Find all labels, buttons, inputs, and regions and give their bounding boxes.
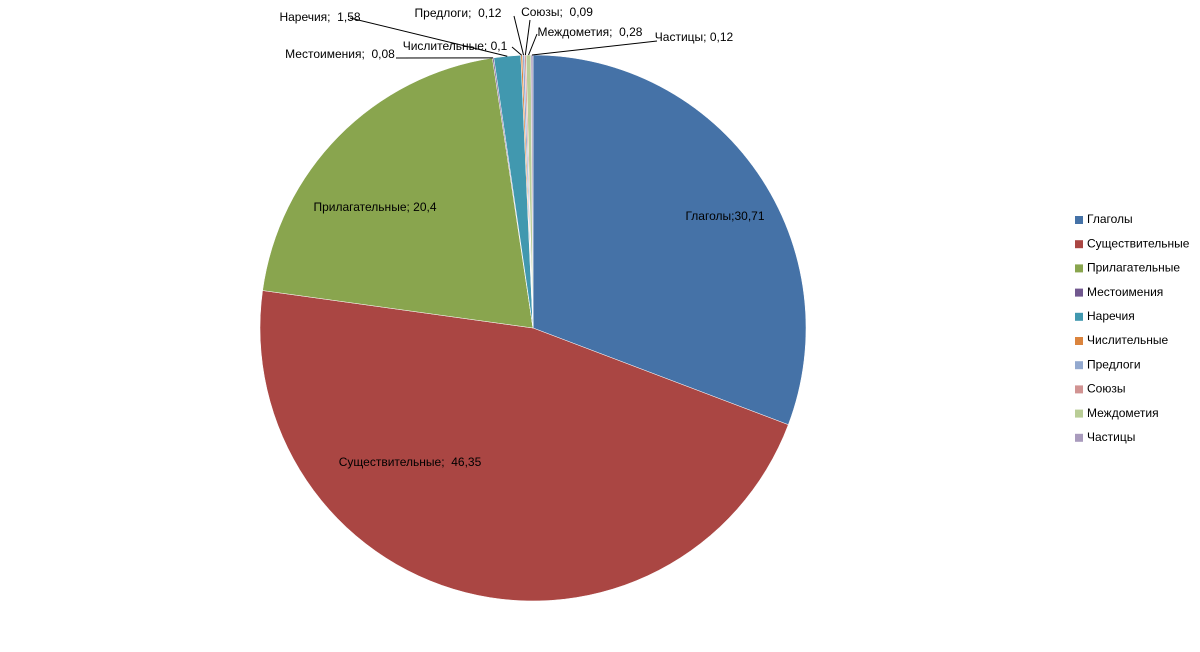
leader-line — [513, 15, 525, 56]
leader-line — [528, 33, 538, 56]
legend-label: Числительные — [1087, 333, 1169, 347]
data-label: Предлоги; 0,12 — [415, 6, 502, 20]
legend-swatch — [1075, 409, 1083, 418]
data-label: Междометия; 0,28 — [538, 25, 643, 39]
legend-label: Прилагательные — [1087, 261, 1180, 275]
data-label: Союзы; 0,09 — [521, 5, 593, 19]
legend-label: Существительные — [1087, 236, 1190, 250]
pie-slice — [532, 54, 807, 426]
data-label: Прилагательные; 20,4 — [313, 200, 436, 214]
legend-label: Предлоги — [1087, 357, 1141, 371]
legend-swatch — [1075, 385, 1083, 394]
leader-line — [349, 17, 508, 57]
legend-label: Частицы — [1087, 430, 1135, 444]
legend-label: Глаголы — [1087, 212, 1133, 226]
leader-line — [524, 19, 531, 56]
legend-swatch — [1075, 312, 1083, 321]
legend-label: Союзы — [1087, 382, 1125, 396]
pie-slice — [262, 57, 534, 329]
data-label: Глаголы;30,71 — [685, 209, 764, 223]
legend-label: Местоимения — [1087, 285, 1163, 299]
data-label: Частицы; 0,12 — [655, 30, 734, 44]
leader-line — [531, 40, 658, 56]
legend-label: Междометия — [1087, 406, 1159, 420]
legend-swatch — [1075, 433, 1083, 442]
data-label: Местоимения; 0,08 — [285, 47, 395, 61]
legend-swatch — [1075, 288, 1083, 297]
legend-label: Наречия — [1087, 309, 1135, 323]
legend-swatch — [1075, 216, 1083, 224]
legend-swatch — [1075, 361, 1083, 370]
data-label: Числительные; 0,1 — [403, 39, 508, 53]
legend-swatch — [1075, 240, 1083, 249]
legend-swatch — [1075, 337, 1083, 345]
legend-swatch — [1075, 264, 1083, 273]
pie-slice — [259, 290, 789, 602]
data-label: Наречия; 1,58 — [279, 10, 360, 24]
leader-line — [511, 46, 522, 56]
data-label: Существительные; 46,35 — [339, 455, 482, 469]
